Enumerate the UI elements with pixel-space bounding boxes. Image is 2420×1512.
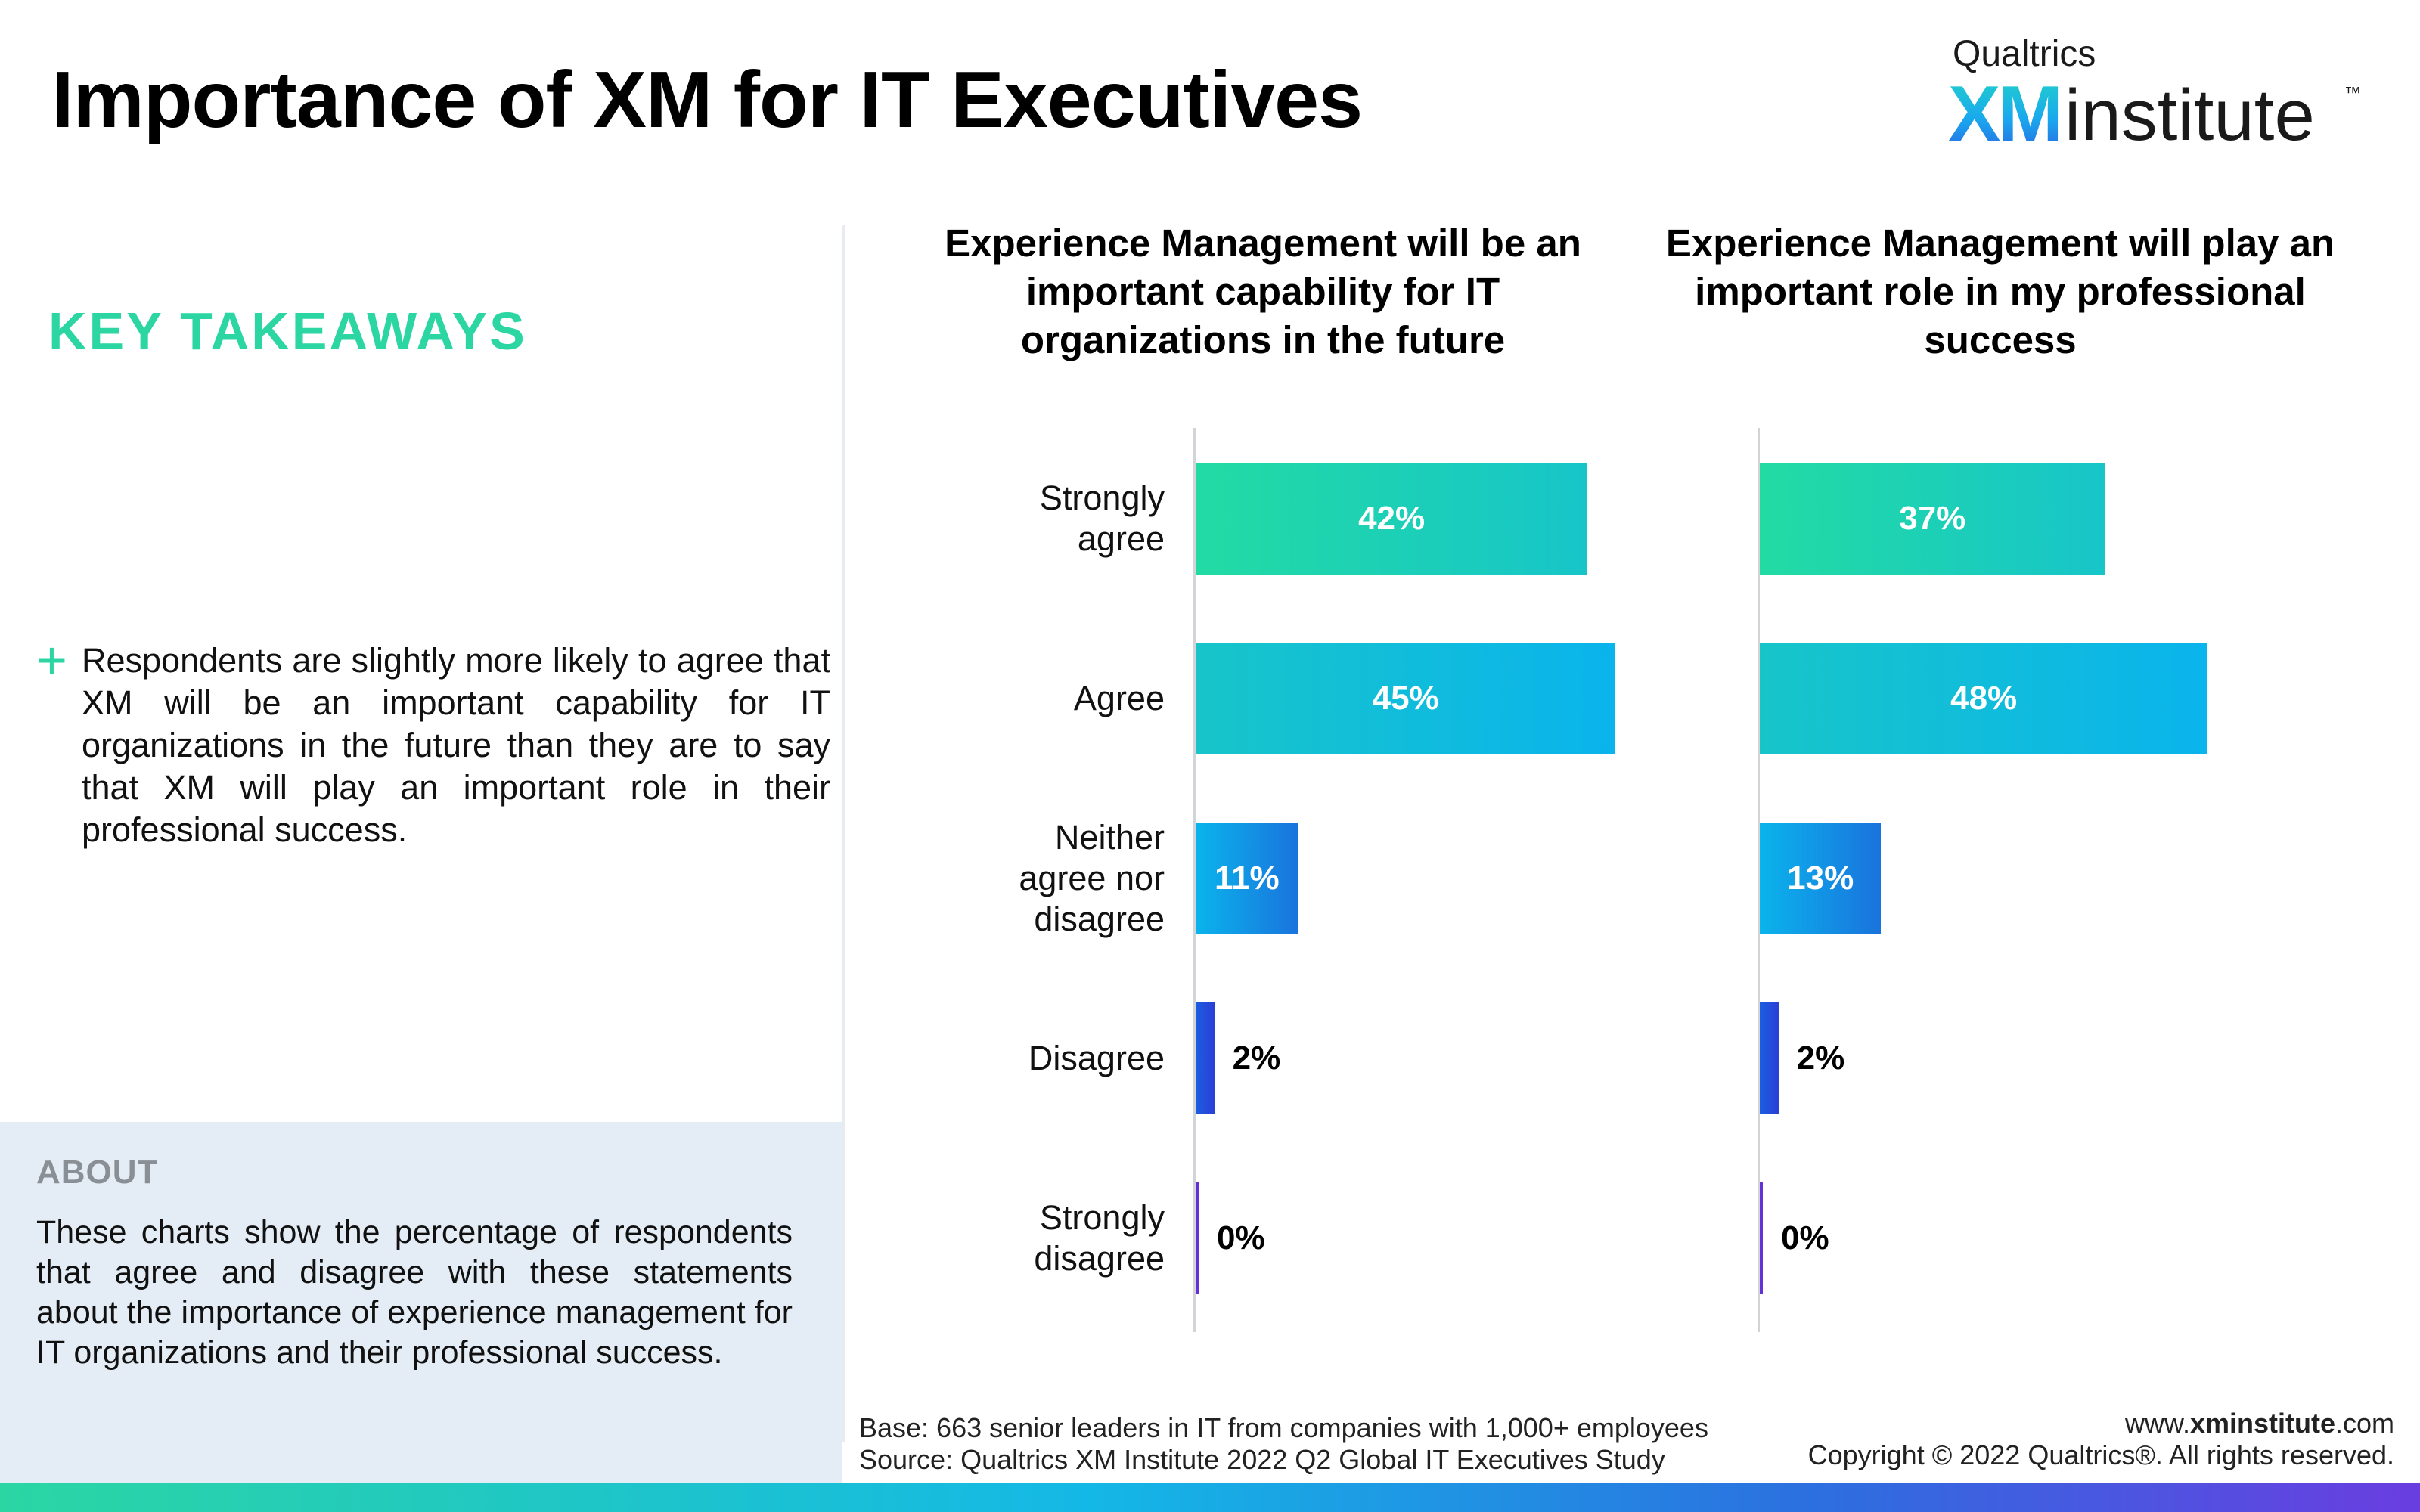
chart-1-value-label: 0% (1217, 1219, 1265, 1256)
footer-url-suffix: .com (2335, 1408, 2394, 1439)
footer-url-prefix: www. (2124, 1408, 2190, 1439)
chart-1-value-label: 45% (1372, 680, 1439, 717)
xm-institute-logo: Qualtrics XM institute ™ (1938, 30, 2361, 158)
page-title: Importance of XM for IT Executives (51, 55, 1363, 144)
chart-1-value-label: 11% (1215, 860, 1280, 897)
chart-1-bar (1196, 823, 1298, 934)
chart-2-value-label: 13% (1787, 860, 1854, 897)
chart-2-bar (1760, 1002, 1779, 1114)
copyright-text: Copyright © 2022 Qualtrics®. All rights … (1807, 1439, 2394, 1470)
footer-base-text: Base: 663 senior leaders in IT from comp… (859, 1412, 1708, 1443)
footer-copyright: www.xminstitute.com Copyright © 2022 Qua… (1808, 1408, 2394, 1471)
plus-icon: + (36, 631, 67, 689)
footer-source: Base: 663 senior leaders in IT from comp… (859, 1412, 1708, 1476)
chart-1-value-label: 2% (1232, 1040, 1281, 1077)
chart-2-value-label: 0% (1781, 1219, 1829, 1256)
logo-brand: Qualtrics (1953, 34, 2096, 74)
chart-2-bar (1760, 463, 2105, 575)
about-text: These charts show the percentage of resp… (36, 1214, 793, 1371)
footer-url[interactable]: www.xminstitute.com (1808, 1408, 2394, 1439)
category-label: Disagree (1028, 1039, 1165, 1077)
bottom-gradient-bar (0, 1483, 2420, 1512)
logo-xm: XM (1948, 70, 2063, 158)
chart-2-bar (1760, 643, 2208, 754)
chart-1-bar (1196, 643, 1616, 754)
chart-1-bar (1196, 463, 1588, 575)
category-label: Agree (1073, 679, 1165, 717)
key-takeaways-heading: KEY TAKEAWAYS (48, 302, 527, 361)
footer-source-text: Source: Qualtrics XM Institute 2022 Q2 G… (859, 1444, 1665, 1475)
chart-1-axis-line (1193, 428, 1196, 1332)
chart-2-bar (1760, 823, 1882, 934)
category-label: Neither agree nor disagree (1019, 818, 1165, 938)
chart-1-value-label: 42% (1358, 500, 1426, 537)
chart-1-bar (1196, 1182, 1199, 1294)
takeaway-text: Respondents are slightly more likely to … (82, 641, 830, 849)
chart-2-axis-line (1758, 428, 1760, 1332)
vertical-divider (842, 225, 845, 1442)
about-heading: ABOUT (36, 1154, 159, 1191)
chart-2-value-label: 48% (1950, 680, 2018, 717)
category-label: Strongly disagree (1034, 1198, 1165, 1278)
chart-2-bar (1760, 1182, 1763, 1294)
chart-2-title: Experience Management will play an impor… (1665, 222, 2335, 361)
chart-1-title: Experience Management will be an importa… (945, 222, 1581, 361)
category-label: Strongly agree (1039, 479, 1165, 558)
chart-2-value-label: 37% (1899, 500, 1966, 537)
chart-2-value-label: 2% (1796, 1040, 1845, 1077)
footer-url-bold: xminstitute (2189, 1408, 2335, 1439)
about-panel: ABOUT These charts show the percentage o… (0, 1122, 842, 1483)
chart-1-bar (1196, 1002, 1215, 1114)
logo-trademark: ™ (2344, 83, 2361, 102)
logo-institute: institute (2065, 75, 2315, 156)
